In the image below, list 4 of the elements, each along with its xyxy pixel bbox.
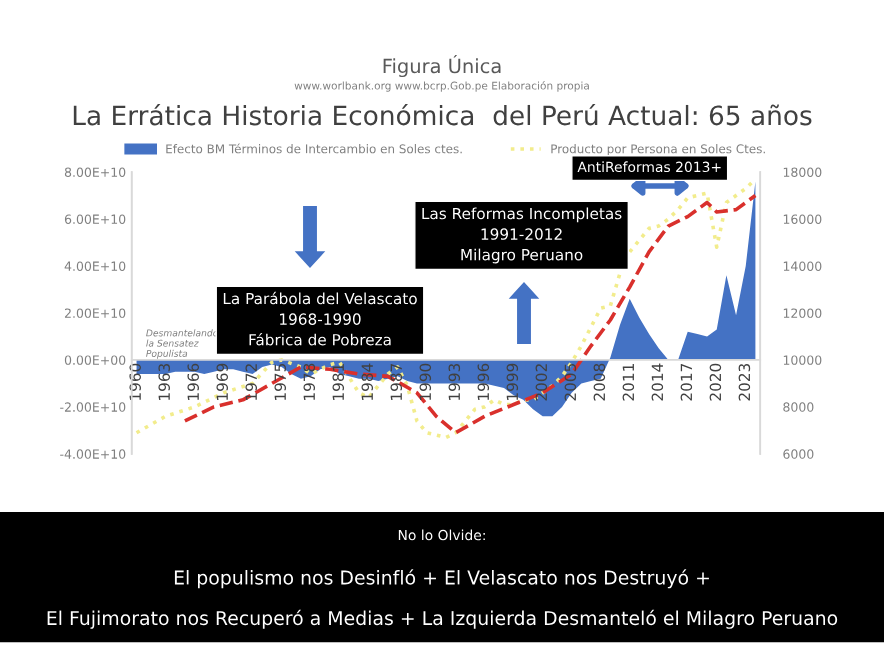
text: El Fujimorato nos Recuperó a Medias + La Izquierda Desmanteló el Milagro Peruano [47,609,838,629]
chart-subtitle: Figura Única [383,55,501,78]
chart-title: La Errática Historia Económica del Perú Actual: 65 años [73,103,812,126]
text: El populismo nos Desinfló + El Velascato nos Destruyó + [174,569,709,589]
